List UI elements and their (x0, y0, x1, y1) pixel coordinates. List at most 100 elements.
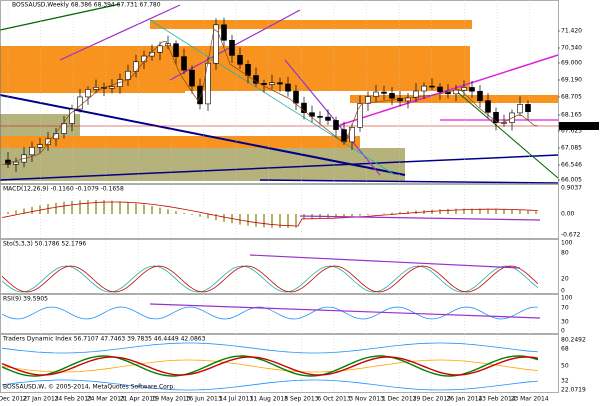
candle-body (237, 55, 243, 65)
candle-body (309, 112, 315, 117)
label: 70 (561, 305, 569, 312)
label: 30 (561, 319, 569, 326)
stoch-signal (1, 265, 539, 293)
candle-body (461, 87, 467, 91)
label: 68.705 (561, 94, 582, 101)
label: 67.625 (561, 128, 582, 135)
zone (0, 55, 185, 93)
label: 20 (561, 276, 569, 283)
label: 27 Jan 2013 (23, 396, 59, 403)
label: BOSSAUSD,W, © 2005-2014, MetaQuotes Soft… (3, 384, 175, 391)
label: 22.0719 (561, 387, 586, 394)
label: 1 Dec 2013 (382, 396, 417, 403)
candle-body (173, 43, 179, 57)
label: 19 May 2013 (151, 396, 190, 403)
label: 3 Nov 2013 (349, 396, 384, 403)
candle-body (197, 85, 203, 105)
label: 80 (561, 250, 569, 257)
candle-body (373, 91, 379, 97)
label: 21 Apr 2013 (120, 396, 157, 403)
label: Sto(5,3,3) 50.1786 52.1796 (3, 241, 86, 248)
candle-body (77, 96, 83, 110)
label: 68.165 (561, 112, 582, 119)
candle-body (317, 116, 323, 118)
label: 24 Feb 2013 (55, 396, 93, 403)
pane-border (0, 0, 559, 184)
label: 16 Jun 2013 (186, 396, 222, 403)
candle-body (349, 127, 355, 143)
candle-body (109, 86, 115, 89)
trendline (0, 154, 559, 181)
label: 0 (561, 328, 565, 335)
label: 66.005 (561, 177, 582, 184)
candle-body (61, 123, 67, 134)
candle-body (301, 102, 307, 113)
label: 26 Jan 2014 (446, 396, 482, 403)
stoch-trend (249, 254, 521, 269)
label: 69.190 (561, 77, 582, 84)
candle-body (277, 82, 283, 85)
pane-border (0, 239, 559, 294)
tdi-lower (1, 379, 539, 391)
trendline (0, 3, 121, 31)
label: 29 Dec 2013 (413, 396, 452, 403)
label: MACD(12,26,9) -0.1160 -0.1079 -0.1658 (3, 186, 124, 193)
pane-border (0, 334, 559, 393)
trendline (59, 4, 181, 61)
candle-body (37, 144, 43, 148)
macd-signal (1, 201, 539, 227)
label: 80.2492 (561, 337, 586, 344)
candle-body (293, 90, 299, 104)
candle-body (365, 96, 371, 104)
candle-body (69, 108, 75, 124)
candle-body (245, 63, 251, 76)
candle-body (45, 138, 51, 145)
label: 68 (561, 346, 569, 353)
label: 71.420 (561, 28, 582, 35)
label: 66.546 (561, 162, 582, 169)
candle-body (469, 87, 475, 92)
candle-body (229, 39, 235, 56)
candle-body (437, 86, 443, 93)
tdi-green (1, 355, 539, 377)
label: 67.085 (561, 145, 582, 152)
trendline (149, 19, 396, 176)
main-objects (0, 3, 559, 184)
label: 100 (561, 240, 573, 247)
candle-body (413, 90, 419, 99)
label: 0 (561, 288, 565, 295)
trendline (0, 94, 406, 176)
candle-body (221, 24, 227, 41)
candle-body (517, 104, 523, 114)
candle-body (357, 103, 363, 128)
candle-body (157, 45, 163, 53)
label: 6 Oct 2013 (317, 396, 350, 403)
ma-line (1, 28, 539, 166)
candle-body (261, 83, 267, 85)
tdi-upper (1, 342, 539, 354)
candle-body (285, 83, 291, 92)
tdi-red (1, 356, 539, 376)
zone (0, 136, 360, 148)
tdi-mid (1, 359, 539, 373)
candle-body (189, 69, 195, 87)
price-tag (559, 122, 599, 130)
label: 0.9037 (561, 185, 582, 192)
candle-body (181, 56, 187, 71)
candle-body (525, 104, 531, 113)
label: RSI(9) 39.5905 (3, 296, 48, 303)
label: 11 Aug 2013 (250, 396, 289, 403)
candle-body (269, 82, 275, 85)
candle-body (429, 85, 435, 88)
macd-trend (299, 215, 541, 221)
candle-body (93, 87, 99, 90)
candle-body (485, 100, 491, 113)
label: 50 (561, 363, 569, 370)
candle-body (341, 129, 347, 143)
candle-body (381, 91, 387, 94)
candle-body (493, 112, 499, 123)
label: Traders Dynamic Index 56.7107 47.7463 39… (2, 336, 206, 343)
stoch-main (1, 265, 539, 293)
candle-body (333, 120, 339, 130)
